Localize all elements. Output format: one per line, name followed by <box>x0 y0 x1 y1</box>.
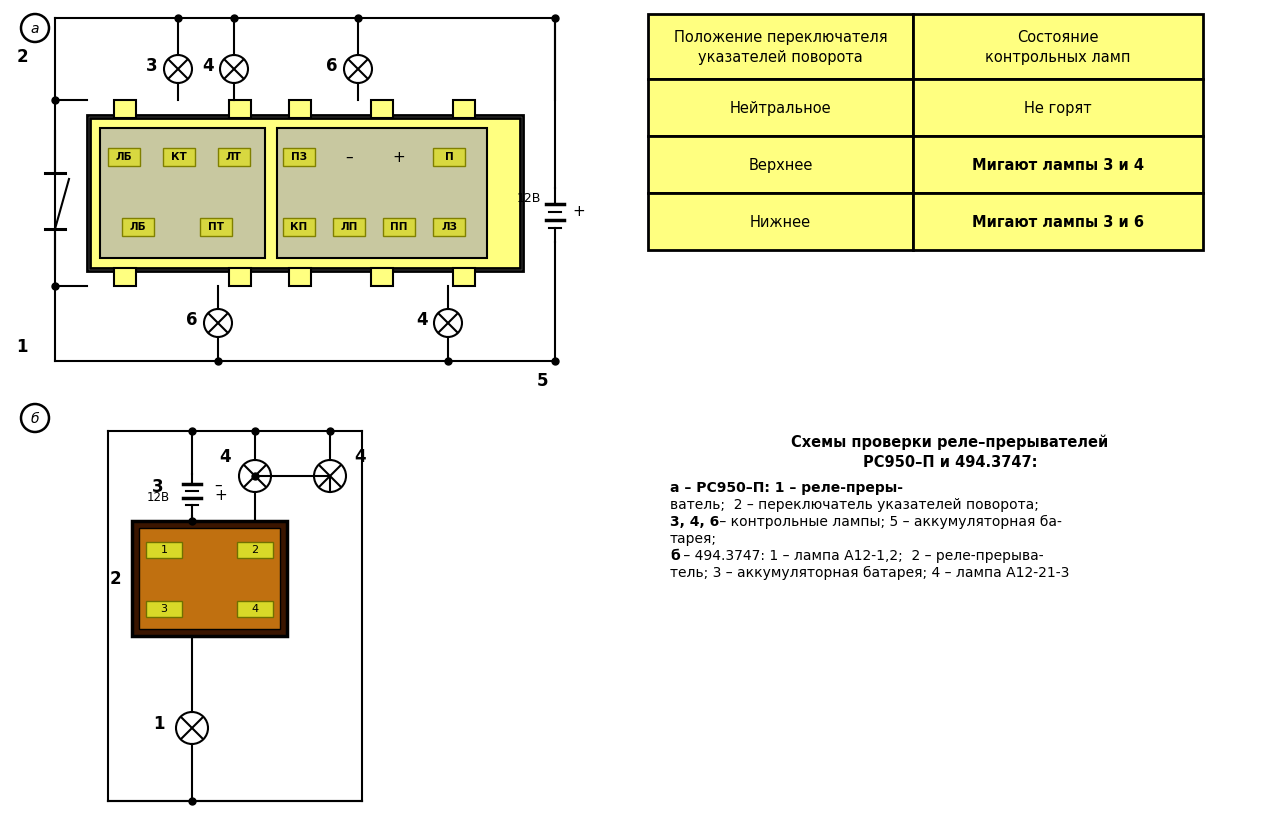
Bar <box>114 101 136 119</box>
Text: тарея;: тарея; <box>671 532 718 545</box>
Bar <box>290 268 311 287</box>
Text: ЛП: ЛП <box>340 222 358 232</box>
Bar <box>913 80 1203 137</box>
Text: – 494.3747: 1 – лампа А12-1,2;  2 – реле-прерыва-: – 494.3747: 1 – лампа А12-1,2; 2 – реле-… <box>679 548 1044 563</box>
Text: 4: 4 <box>251 604 259 614</box>
Text: ПП: ПП <box>390 222 408 232</box>
Text: 6: 6 <box>326 57 338 75</box>
Bar <box>114 268 136 287</box>
Text: 6: 6 <box>187 311 198 329</box>
Text: б: б <box>671 548 679 563</box>
Bar <box>90 119 519 268</box>
Text: 1: 1 <box>154 714 165 732</box>
Text: 4: 4 <box>417 311 428 329</box>
Text: Верхнее: Верхнее <box>748 158 813 173</box>
Text: 12В: 12В <box>146 491 170 504</box>
Bar <box>237 543 273 558</box>
Bar <box>283 149 315 167</box>
Bar <box>100 129 265 258</box>
Text: Состояние
контрольных ламп: Состояние контрольных ламп <box>986 30 1130 64</box>
Bar <box>88 116 523 272</box>
Bar <box>290 101 311 119</box>
Bar <box>453 268 475 287</box>
Text: 2: 2 <box>109 569 121 588</box>
Text: Мигают лампы 3 и 6: Мигают лампы 3 и 6 <box>972 215 1144 230</box>
Text: а: а <box>30 22 39 36</box>
Text: 5: 5 <box>536 371 547 390</box>
Bar <box>648 80 913 137</box>
Bar <box>913 15 1203 80</box>
Text: П: П <box>444 152 453 162</box>
Text: Схемы проверки реле–прерывателей: Схемы проверки реле–прерывателей <box>791 435 1109 450</box>
Text: 3, 4, 6: 3, 4, 6 <box>671 514 719 528</box>
Bar <box>371 268 392 287</box>
Text: 2: 2 <box>17 48 28 66</box>
Text: 4: 4 <box>202 57 213 75</box>
Bar <box>371 101 392 119</box>
Bar <box>384 219 415 237</box>
Bar <box>146 601 182 617</box>
Text: ватель;  2 – переключатель указателей поворота;: ватель; 2 – переключатель указателей пов… <box>671 497 1039 512</box>
Bar <box>648 15 913 80</box>
Bar <box>146 543 182 558</box>
Text: Мигают лампы 3 и 4: Мигают лампы 3 и 4 <box>972 158 1144 173</box>
Text: КТ: КТ <box>171 152 187 162</box>
Text: Нейтральное: Нейтральное <box>730 101 832 116</box>
Text: 12В: 12В <box>517 192 541 206</box>
Bar <box>913 194 1203 251</box>
Bar <box>648 194 913 251</box>
Text: 3: 3 <box>160 604 168 614</box>
Bar <box>229 101 251 119</box>
Bar <box>333 219 364 237</box>
Bar <box>283 219 315 237</box>
Text: +: + <box>572 203 584 218</box>
Text: 4: 4 <box>220 447 231 466</box>
Bar <box>229 268 251 287</box>
Bar <box>122 219 154 237</box>
Bar <box>218 149 250 167</box>
Text: а – РС950–П: 1 – реле-преры-: а – РС950–П: 1 – реле-преры- <box>671 481 903 494</box>
Bar <box>453 101 475 119</box>
Bar <box>913 137 1203 194</box>
Text: б: б <box>30 411 39 426</box>
Text: ЛБ: ЛБ <box>130 222 146 232</box>
Bar <box>132 522 287 636</box>
Text: ПТ: ПТ <box>208 222 224 232</box>
Text: +: + <box>215 488 227 503</box>
Bar <box>433 149 465 167</box>
Text: Не горят: Не горят <box>1024 101 1092 116</box>
Bar <box>199 219 232 237</box>
Text: КП: КП <box>291 222 307 232</box>
Text: 2: 2 <box>251 544 259 554</box>
Text: Нижнее: Нижнее <box>751 215 812 230</box>
Text: ЛБ: ЛБ <box>116 152 132 162</box>
Bar <box>648 137 913 194</box>
Text: +: + <box>392 150 405 165</box>
Text: – контрольные лампы; 5 – аккумуляторная ба-: – контрольные лампы; 5 – аккумуляторная … <box>715 514 1062 528</box>
Text: ЛТ: ЛТ <box>226 152 243 162</box>
Text: –: – <box>215 477 222 492</box>
Bar <box>108 149 140 167</box>
Text: ПЗ: ПЗ <box>291 152 307 162</box>
Text: РС950–П и 494.3747:: РС950–П и 494.3747: <box>862 455 1038 470</box>
Text: Положение переключателя
указателей поворота: Положение переключателя указателей повор… <box>673 30 888 64</box>
Text: 1: 1 <box>160 544 168 554</box>
Bar <box>433 219 465 237</box>
Text: 4: 4 <box>354 447 366 466</box>
Bar <box>277 129 486 258</box>
Text: тель; 3 – аккумуляторная батарея; 4 – лампа А12-21-3: тель; 3 – аккумуляторная батарея; 4 – ла… <box>671 565 1069 579</box>
Bar <box>138 528 279 630</box>
Text: 3: 3 <box>146 57 157 75</box>
Bar <box>163 149 196 167</box>
Bar <box>237 601 273 617</box>
Text: ЛЗ: ЛЗ <box>441 222 457 232</box>
Text: 3: 3 <box>152 477 164 496</box>
Text: –: – <box>345 150 353 165</box>
Text: 1: 1 <box>17 338 28 355</box>
